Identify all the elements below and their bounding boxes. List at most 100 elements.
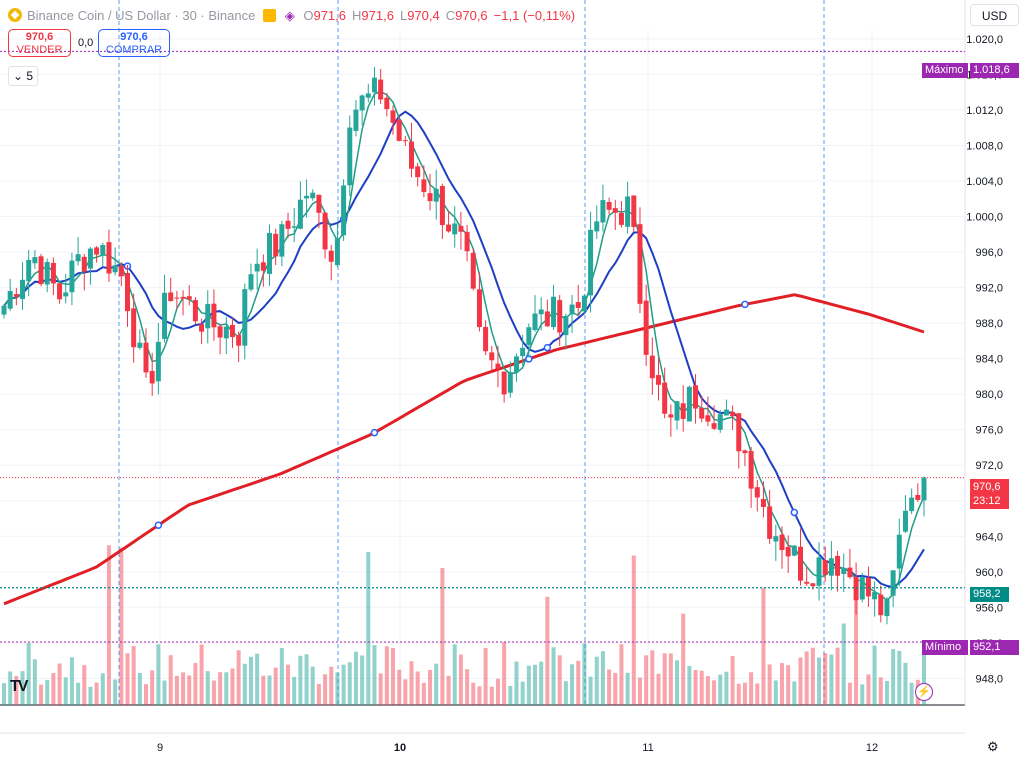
- volume-bar: [767, 664, 772, 705]
- volume-bar: [779, 663, 784, 705]
- indicators-toggle[interactable]: ⌄ 5: [8, 66, 38, 86]
- volume-bar: [230, 668, 235, 705]
- y-tick-label: 992,0: [975, 283, 1003, 295]
- volume-bar: [323, 674, 328, 705]
- candle-body: [878, 594, 884, 616]
- candle-body: [760, 499, 766, 507]
- symbol-header: Binance Coin / US Dollar · 30 · Binance …: [8, 5, 575, 25]
- candle-body: [32, 257, 38, 264]
- low-label: L: [399, 7, 408, 23]
- buy-label: COMPRAR: [105, 44, 163, 56]
- candle-body: [686, 386, 692, 422]
- candle-body: [7, 290, 13, 309]
- volume-bar: [100, 673, 105, 705]
- horizontal-line-tag: 958,2: [970, 587, 1009, 602]
- x-tick-label: 9: [157, 742, 163, 754]
- candle-body: [26, 259, 32, 282]
- open-value: 971,6: [313, 7, 347, 23]
- tradingview-logo[interactable]: TV: [10, 678, 29, 695]
- volume-bar: [514, 661, 519, 705]
- volume-bar: [45, 679, 50, 705]
- candle-body: [711, 423, 717, 429]
- volume-bar: [477, 686, 482, 705]
- candle-body: [223, 326, 229, 339]
- current-price: 970,6: [973, 481, 1001, 493]
- currency-selector[interactable]: USD: [970, 4, 1019, 26]
- volume-bar: [51, 673, 56, 705]
- low-value: 970,4: [407, 7, 440, 23]
- volume-bar: [298, 655, 303, 705]
- candle-body: [322, 212, 328, 250]
- volume-bar: [835, 647, 840, 705]
- symbol-title[interactable]: Binance Coin / US Dollar · 30 · Binance: [27, 7, 256, 23]
- candle-body: [544, 311, 550, 327]
- volume-bar: [489, 686, 494, 705]
- y-tick-label: 948,0: [975, 673, 1003, 685]
- volume-bar: [637, 677, 642, 705]
- volume-bar: [798, 657, 803, 705]
- candle-body: [69, 260, 75, 293]
- buy-button[interactable]: 970,6 COMPRAR: [98, 29, 170, 57]
- ma-marker: [370, 428, 379, 437]
- candle-body: [458, 225, 464, 232]
- volume-bar: [631, 555, 636, 705]
- flag-icon[interactable]: [263, 8, 277, 22]
- volume-bar: [526, 665, 531, 705]
- volume-bar: [705, 676, 710, 705]
- candle-body: [810, 583, 816, 587]
- ma-marker: [543, 343, 552, 352]
- candle-body: [174, 297, 180, 299]
- volume-bar: [353, 651, 358, 705]
- volume-bar: [847, 682, 852, 705]
- volume-bar: [551, 647, 556, 705]
- candle-body: [131, 308, 137, 348]
- volume-bar: [619, 644, 624, 705]
- x-tick-label: 12: [866, 742, 878, 754]
- volume-bar: [8, 671, 13, 705]
- candle-body: [847, 567, 853, 578]
- volume-bar: [600, 651, 605, 705]
- candle-body: [328, 250, 334, 262]
- y-tick-label: 1.008,0: [966, 140, 1003, 152]
- volume-bar: [329, 666, 334, 705]
- gear-icon[interactable]: ⚙: [987, 739, 999, 754]
- sell-button[interactable]: 970,6 VENDER: [8, 29, 71, 57]
- candle-body: [409, 141, 415, 169]
- candle-body: [618, 212, 624, 225]
- volume-bar: [829, 654, 834, 705]
- volume-bar: [63, 677, 68, 705]
- volume-bar: [218, 672, 223, 705]
- change-value: −1,1 (−0,11%): [493, 7, 576, 23]
- candle-body: [588, 229, 594, 296]
- volume-bar: [656, 673, 661, 705]
- volume-bar: [804, 651, 809, 705]
- high-label: H: [352, 7, 362, 23]
- alert-badge-icon[interactable]: ◈: [284, 7, 295, 23]
- volume-bar: [650, 650, 655, 705]
- candle-body: [199, 324, 205, 332]
- volume-bar: [755, 683, 760, 705]
- volume-bar: [909, 682, 914, 705]
- candle-body: [137, 342, 143, 348]
- candle-body: [464, 231, 470, 252]
- candle-body: [20, 279, 26, 300]
- volume-bar: [860, 684, 865, 705]
- volume-bar: [675, 660, 680, 705]
- volume-bar: [378, 673, 383, 705]
- volume-bar: [88, 686, 93, 705]
- lightning-icon[interactable]: ⚡: [915, 683, 933, 701]
- candle-body: [767, 506, 773, 539]
- max-label-tag: Máximo: [922, 63, 968, 78]
- volume-bar: [316, 683, 321, 705]
- candle-body: [155, 341, 161, 382]
- candle-body: [297, 199, 303, 229]
- volume-bar: [304, 654, 309, 705]
- volume-bar: [162, 680, 167, 705]
- y-tick-label: 972,0: [975, 460, 1003, 472]
- candle-body: [569, 304, 575, 315]
- ma-marker: [790, 508, 799, 517]
- chevron-down-icon: ⌄: [12, 69, 24, 83]
- volume-bar: [335, 672, 340, 705]
- candle-body: [890, 570, 896, 596]
